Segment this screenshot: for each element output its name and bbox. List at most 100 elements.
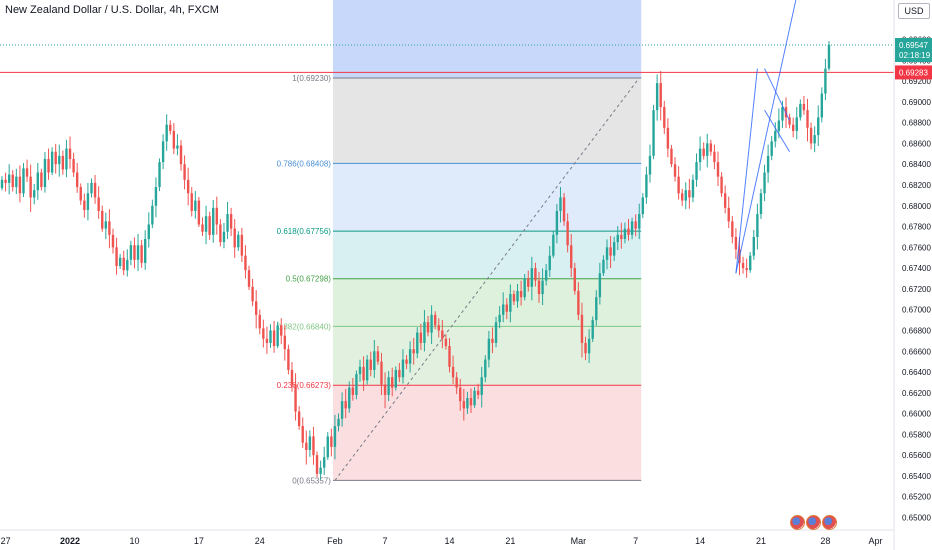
candle-body [423,322,426,343]
candle-body [476,390,480,395]
candle-body [72,159,75,173]
candle-body [126,259,129,271]
candle-body [498,314,501,323]
candle-body [265,338,269,343]
candle-body [795,117,798,131]
candle-body [365,359,369,381]
currency-label: USD [904,6,924,16]
candle-body [68,148,72,159]
bar-countdown-text: 02:18:19 [899,51,931,60]
candle-body [151,205,154,225]
candle-body [43,159,47,188]
candle-body [165,124,168,142]
candle-body [466,398,469,409]
candle-body [147,224,150,240]
candle-body [659,83,662,108]
trend-line [764,68,791,121]
fib-level-label: 0.786(0.68408) [277,159,332,168]
candle-body [18,176,22,194]
candle-body [154,187,158,206]
date-range-highlight [332,0,642,78]
candle-body [731,221,734,237]
current-price-badge [895,37,932,62]
candle-body [441,330,444,339]
candle-body [373,351,376,370]
price-tick-label: 0.67600 [902,243,931,252]
candle-body [391,377,394,388]
candle-body [670,148,673,165]
candle-body [713,151,716,163]
candle-body [54,151,57,165]
candle-body [358,366,362,375]
candle-body [97,197,100,211]
candle-body [237,234,240,248]
candle-body [534,268,537,281]
candle-body [627,228,630,235]
candle-body [530,268,534,287]
price-tick-label: 0.68400 [902,160,931,169]
candle-body [813,135,816,144]
candle-body [673,164,677,177]
candle-body [305,442,308,450]
flag-icon[interactable] [822,515,837,530]
candle-body [716,162,720,177]
candle-body [544,270,548,281]
candle-body [444,338,448,347]
candle-body [469,398,473,406]
time-axis[interactable]: 27 2022 10 17 24 Feb 7 14 21 Mar 7 14 21 28 Apr [0,529,894,546]
candle-body [519,290,523,298]
candle-body [169,124,172,131]
trend-line [735,68,758,274]
price-tick-label: 0.67400 [902,264,931,273]
time-tick-label: 2022 [60,536,80,546]
candle-body [287,349,290,370]
currency-selector[interactable]: USD [898,3,930,19]
candle-body [11,174,14,188]
candle-body [684,190,687,201]
axis-background [894,0,932,550]
time-tick-label: Mar [571,536,587,546]
candle-body [172,130,176,149]
candle-body [591,320,594,339]
candle-body [788,117,791,125]
price-tick-label: 0.66800 [902,326,931,335]
candle-body [416,332,419,354]
candle-body [652,110,655,156]
candle-body [79,187,82,201]
candle-body [7,174,11,183]
candle-body [319,467,322,474]
candle-body [473,390,476,406]
candle-body [774,130,777,142]
candle-body [756,214,759,237]
candle-body [745,268,748,271]
candle-body [405,359,408,364]
price-axis[interactable]: 0.696000.694000.692000.690000.688000.686… [893,0,932,550]
trendline-drawings [735,0,797,274]
candle-body [548,255,551,271]
candle-body [258,314,261,329]
candle-body [595,297,598,321]
economic-events-flags[interactable] [790,515,838,531]
candle-body [702,148,705,156]
level-price-text: 0.69283 [899,68,928,77]
candle-body [161,141,165,163]
candle-body [505,304,508,312]
symbol-title: New Zealand Dollar / U.S. Dollar, 4h, FX… [5,4,219,16]
price-tick-label: 0.65400 [902,472,931,481]
candle-body [817,117,820,136]
fib-level-label: 0.236(0.66273) [277,381,332,390]
trend-line [764,109,791,152]
candle-body [401,359,405,378]
flag-icon[interactable] [806,515,821,530]
flag-icon[interactable] [790,515,805,530]
candle-body [294,384,297,412]
candle-body [297,411,301,427]
candle-body [584,342,587,354]
price-tick-label: 0.68000 [902,202,931,211]
time-tick-label: 27 [1,536,11,546]
candle-body [118,257,122,267]
candle-body [144,239,147,263]
candle-body [666,127,670,149]
candle-body [47,159,50,173]
